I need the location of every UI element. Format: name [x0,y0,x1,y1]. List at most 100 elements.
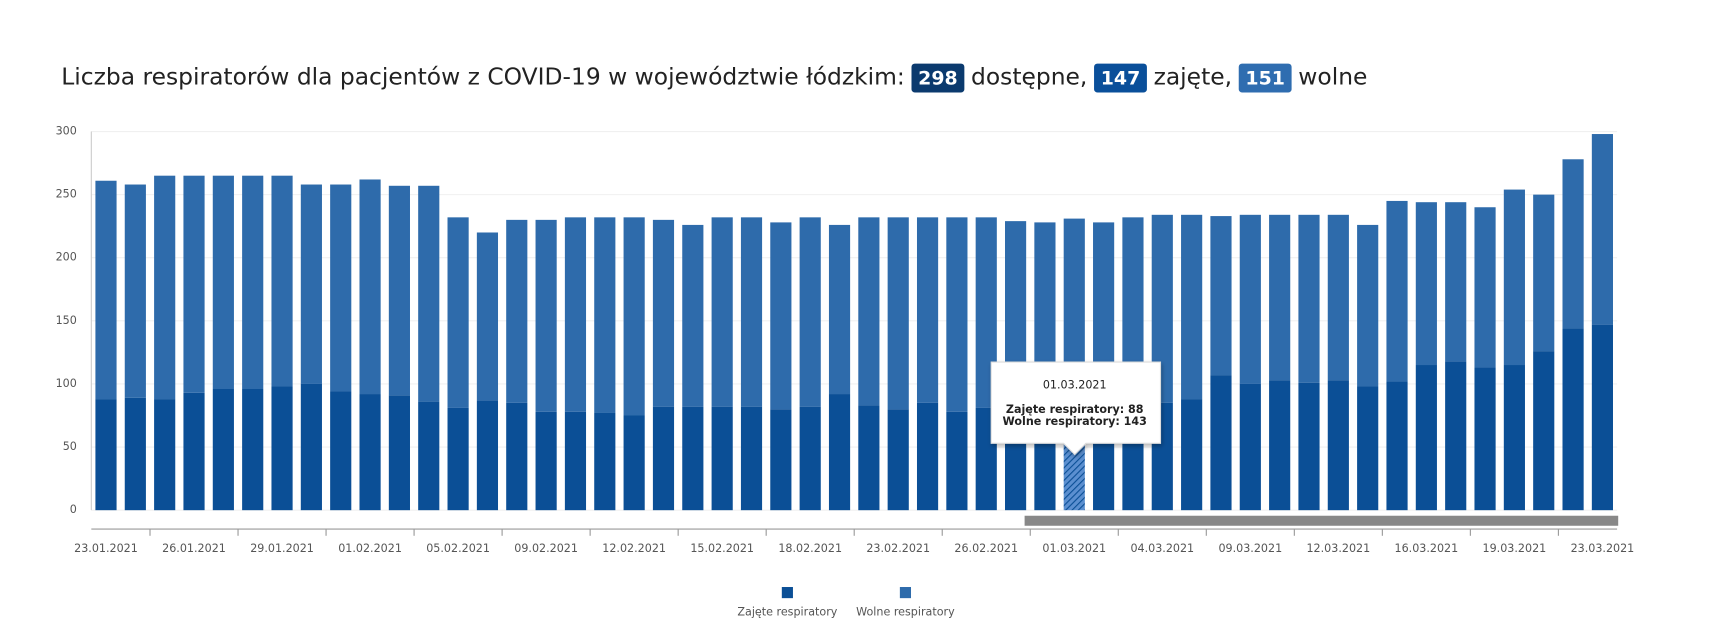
bar [359,394,381,511]
bar [154,399,176,511]
bar [95,399,117,511]
legend-label: Wolne respiratory [856,606,955,619]
bar [388,185,410,396]
bar [1269,214,1291,381]
bar [1415,365,1437,511]
bar [418,401,440,511]
bar [476,400,499,511]
x-tick-label: 19.03.2021 [1483,542,1547,555]
bar [300,184,322,384]
bar [447,407,469,511]
bar [535,411,557,511]
bar [1562,159,1584,329]
bar [1445,361,1467,511]
bar [1357,386,1379,511]
x-tick-label: 26.01.2021 [162,542,226,555]
legend: Zajęte respiratory Wolne respiratory [737,587,955,619]
plot: 0 50 100 150 200 250 300 23.01.2021 26.01.2021 29… [56,125,1635,556]
bar [1327,214,1349,381]
bar [770,409,792,511]
x-tick-label: 23.01.2021 [74,542,138,555]
title-badge [911,63,965,93]
bar [682,224,704,407]
bar [154,175,176,400]
bar [242,175,264,389]
y-tick-label: 150 [56,314,77,327]
x-tick-label: 09.02.2021 [514,542,578,555]
legend-swatch [781,587,793,599]
bar [858,217,880,406]
title-text: zajęte, [1154,63,1232,91]
chart-title: Liczba respiratorów dla pacjentów z COVI… [61,63,1367,93]
tooltip-box [990,361,1162,456]
bar [594,217,616,413]
y-tick-label: 200 [56,251,77,264]
bar [95,180,117,400]
bar [682,406,704,511]
bar [447,217,469,408]
bar [1474,207,1496,368]
x-tick-label: 05.02.2021 [426,542,490,555]
bar [1533,194,1555,352]
bar [1591,324,1613,511]
bar [1327,380,1349,511]
bar [828,394,851,511]
bar [1445,202,1467,362]
bar [506,402,528,511]
bar [242,388,264,511]
bar [946,411,968,511]
tooltip-line: Wolne respiratory: 143 [1003,415,1147,428]
tooltip-line: Zajęte respiratory: 88 [1006,403,1144,416]
bar [1474,367,1496,511]
bar [1562,328,1584,511]
bar [359,179,381,395]
bar [652,406,675,511]
x-tick-label: 09.03.2021 [1218,542,1282,555]
bar [770,222,792,410]
y-tick-label: 300 [56,125,77,138]
y-tick-label: 250 [56,188,77,201]
x-tick-label: 04.03.2021 [1130,542,1194,555]
title-badge [1094,63,1147,93]
range-slider[interactable] [1024,515,1619,526]
bar [1298,382,1320,511]
x-tick-label: 23.03.2021 [1571,542,1635,555]
x-tick-label: 26.02.2021 [954,542,1018,555]
bar [1210,375,1232,511]
bar [1415,202,1437,366]
bar [1503,365,1525,511]
x-tick-label: 01.03.2021 [1042,542,1106,555]
bar [594,412,616,511]
bar [858,405,880,511]
x-tick-label: 12.02.2021 [602,542,666,555]
title-text: dostępne, [971,63,1087,91]
bar [1093,222,1115,402]
bar [1122,217,1144,402]
bar [124,184,146,398]
bar [183,392,205,511]
x-tick-label: 29.01.2021 [250,542,314,555]
bar [1591,134,1613,325]
bar [623,217,645,416]
bar [799,406,821,511]
bar [535,219,557,412]
bar [711,217,733,407]
bar [740,406,763,511]
bar [330,391,352,511]
bar [506,219,528,403]
bar [887,409,909,511]
x-tick-label: 12.03.2021 [1306,542,1370,555]
bar [388,395,410,511]
bar [799,217,821,407]
bar [1239,383,1261,511]
bar [418,185,440,402]
bar [652,219,675,407]
bar [1357,224,1379,387]
title-badge-text: 147 [1101,68,1141,90]
bar [828,224,851,395]
bar [1503,189,1525,366]
bar [916,402,939,511]
bar [271,386,293,511]
bar [887,217,909,410]
